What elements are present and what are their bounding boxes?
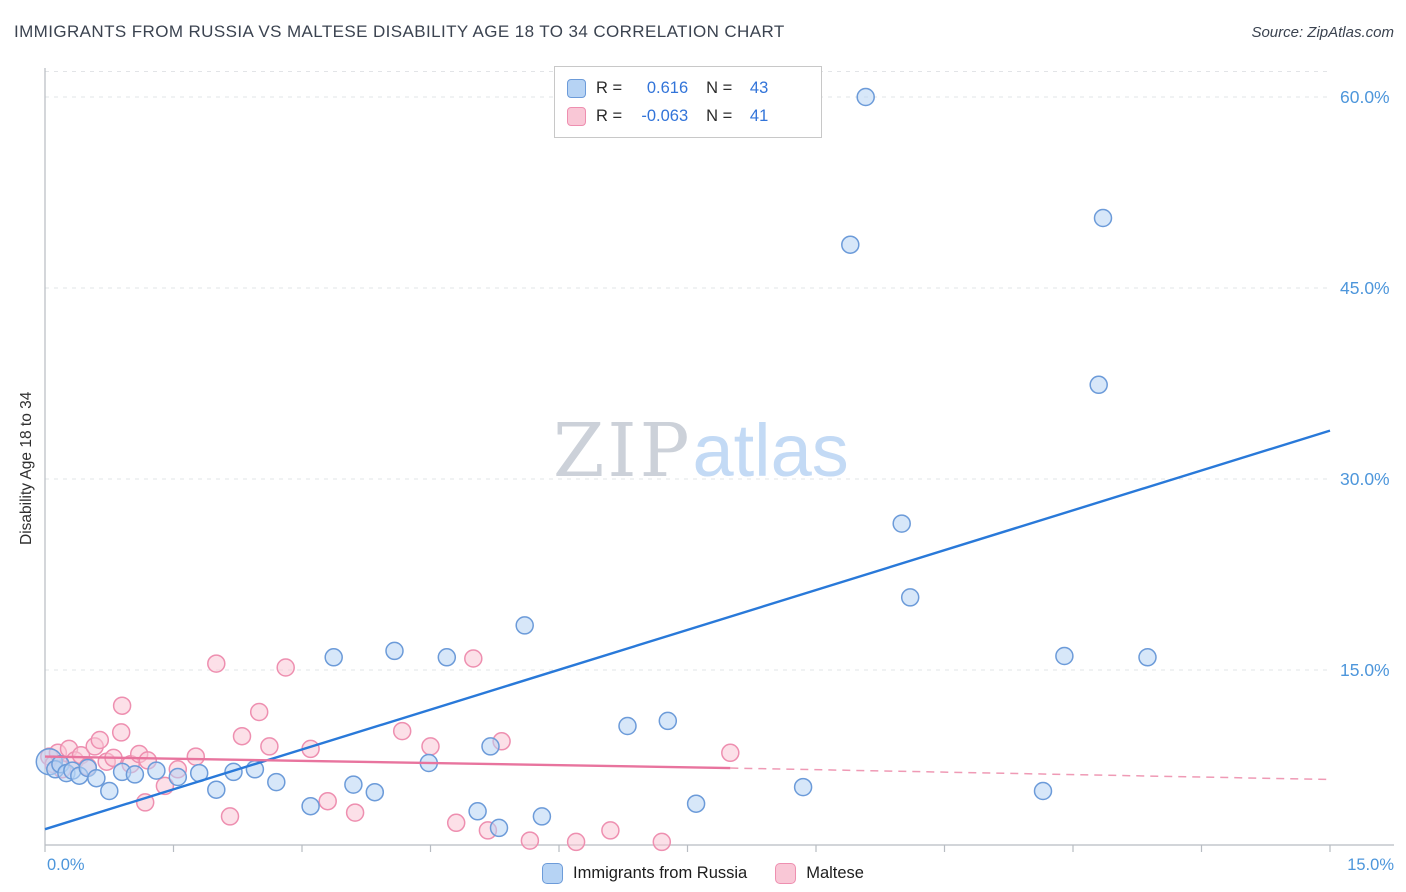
page-title: IMMIGRANTS FROM RUSSIA VS MALTESE DISABI… — [14, 22, 785, 41]
scatter-point-maltese — [135, 793, 155, 812]
scatter-point-maltese — [464, 649, 483, 668]
scatter-point-russia — [892, 514, 911, 533]
scatter-point-maltese — [566, 832, 586, 852]
scatter-point-maltese — [186, 747, 206, 766]
scatter-point-russia — [481, 737, 500, 756]
scatter-point-maltese — [345, 803, 365, 822]
legend-row-russia: R = 0.616 N = 43 — [567, 74, 809, 102]
scatter-point-russia — [437, 648, 457, 667]
y-axis-label: Disability Age 18 to 34 — [18, 391, 35, 545]
source-link[interactable]: Source: ZipAtlas.com — [1251, 24, 1394, 41]
scatter-point-russia — [344, 775, 363, 794]
trend-line-maltese — [730, 767, 1331, 781]
x-tick-label: 15.0% — [1347, 856, 1394, 874]
scatter-point-maltese — [207, 654, 226, 673]
scatter-point-maltese — [111, 723, 131, 742]
y-tick-label: 60.0% — [1340, 87, 1390, 107]
scatter-point-russia — [515, 616, 534, 635]
scatter-point-maltese — [392, 721, 412, 741]
scatter-point-russia — [168, 767, 188, 787]
russia-legend-swatch-icon — [542, 863, 564, 884]
scatter-point-russia — [1055, 646, 1074, 666]
legend-row-maltese: R = -0.063 N = 41 — [567, 102, 809, 130]
scatter-point-maltese — [520, 831, 540, 850]
legend-item-maltese: Maltese — [775, 863, 864, 884]
correlation-legend-box: R = 0.616 N = 43 R = -0.063 N = 41 — [554, 66, 822, 138]
scatter-point-russia — [365, 782, 385, 802]
scatter-point-russia — [841, 235, 860, 254]
scatter-point-maltese — [421, 737, 440, 756]
scatter-point-russia — [87, 768, 106, 788]
series-legend: Immigrants from Russia Maltese — [542, 863, 864, 884]
r-label: R = — [596, 106, 623, 125]
scatter-point-maltese — [446, 813, 466, 833]
scatter-point-russia — [856, 87, 875, 107]
scatter-point-maltese — [318, 791, 337, 811]
scatter-point-maltese — [652, 832, 672, 852]
n-value-russia: 43 — [749, 78, 769, 97]
scatter-point-russia — [385, 641, 404, 661]
r-value-russia: 0.616 — [646, 78, 689, 97]
russia-legend-label: Immigrants from Russia — [573, 864, 748, 882]
scatter-point-russia — [1093, 208, 1113, 228]
x-tick-label: 0.0% — [47, 856, 85, 874]
trend-line-russia — [44, 429, 1331, 831]
scatter-point-russia — [1138, 648, 1157, 667]
scatter-point-maltese — [260, 737, 279, 756]
y-tick-label: 30.0% — [1340, 469, 1390, 489]
scatter-point-russia — [468, 802, 487, 821]
n-label: N = — [706, 78, 733, 97]
russia-swatch-icon — [567, 78, 586, 98]
n-label: N = — [706, 106, 733, 125]
scatter-point-russia — [658, 711, 678, 731]
y-tick-label: 45.0% — [1340, 278, 1390, 298]
scatter-point-maltese — [276, 658, 295, 677]
scatter-point-russia — [301, 796, 320, 816]
trend-line-maltese — [44, 755, 731, 770]
scatter-point-russia — [1089, 375, 1108, 395]
y-tick-label: 15.0% — [1340, 660, 1390, 680]
maltese-legend-label: Maltese — [806, 864, 864, 882]
maltese-legend-swatch-icon — [775, 863, 797, 884]
scatter-point-maltese — [220, 807, 240, 826]
r-label: R = — [596, 78, 623, 97]
scatter-point-maltese — [90, 730, 110, 750]
scatter-point-russia — [324, 648, 343, 667]
scatter-point-maltese — [112, 696, 132, 715]
scatter-point-russia — [125, 765, 145, 784]
scatter-point-russia — [147, 761, 166, 780]
scatter-point-maltese — [721, 743, 740, 763]
scatter-point-russia — [100, 781, 119, 801]
scatter-point-russia — [900, 588, 920, 607]
scatter-point-maltese — [249, 702, 269, 722]
scatter-point-russia — [267, 772, 286, 792]
scatter-point-russia — [1033, 781, 1053, 801]
r-value-maltese: -0.063 — [641, 106, 689, 125]
maltese-swatch-icon — [567, 106, 586, 126]
scatter-point-russia — [686, 794, 706, 813]
n-value-maltese: 41 — [749, 106, 769, 125]
scatter-point-maltese — [232, 726, 252, 746]
scatter-point-russia — [207, 780, 226, 799]
scatter-point-russia — [618, 716, 637, 736]
legend-item-russia: Immigrants from Russia — [542, 863, 747, 884]
scatter-point-russia — [532, 807, 552, 826]
scatter-point-russia — [489, 818, 509, 838]
scatter-point-russia — [793, 777, 813, 797]
scatter-point-maltese — [601, 821, 620, 840]
